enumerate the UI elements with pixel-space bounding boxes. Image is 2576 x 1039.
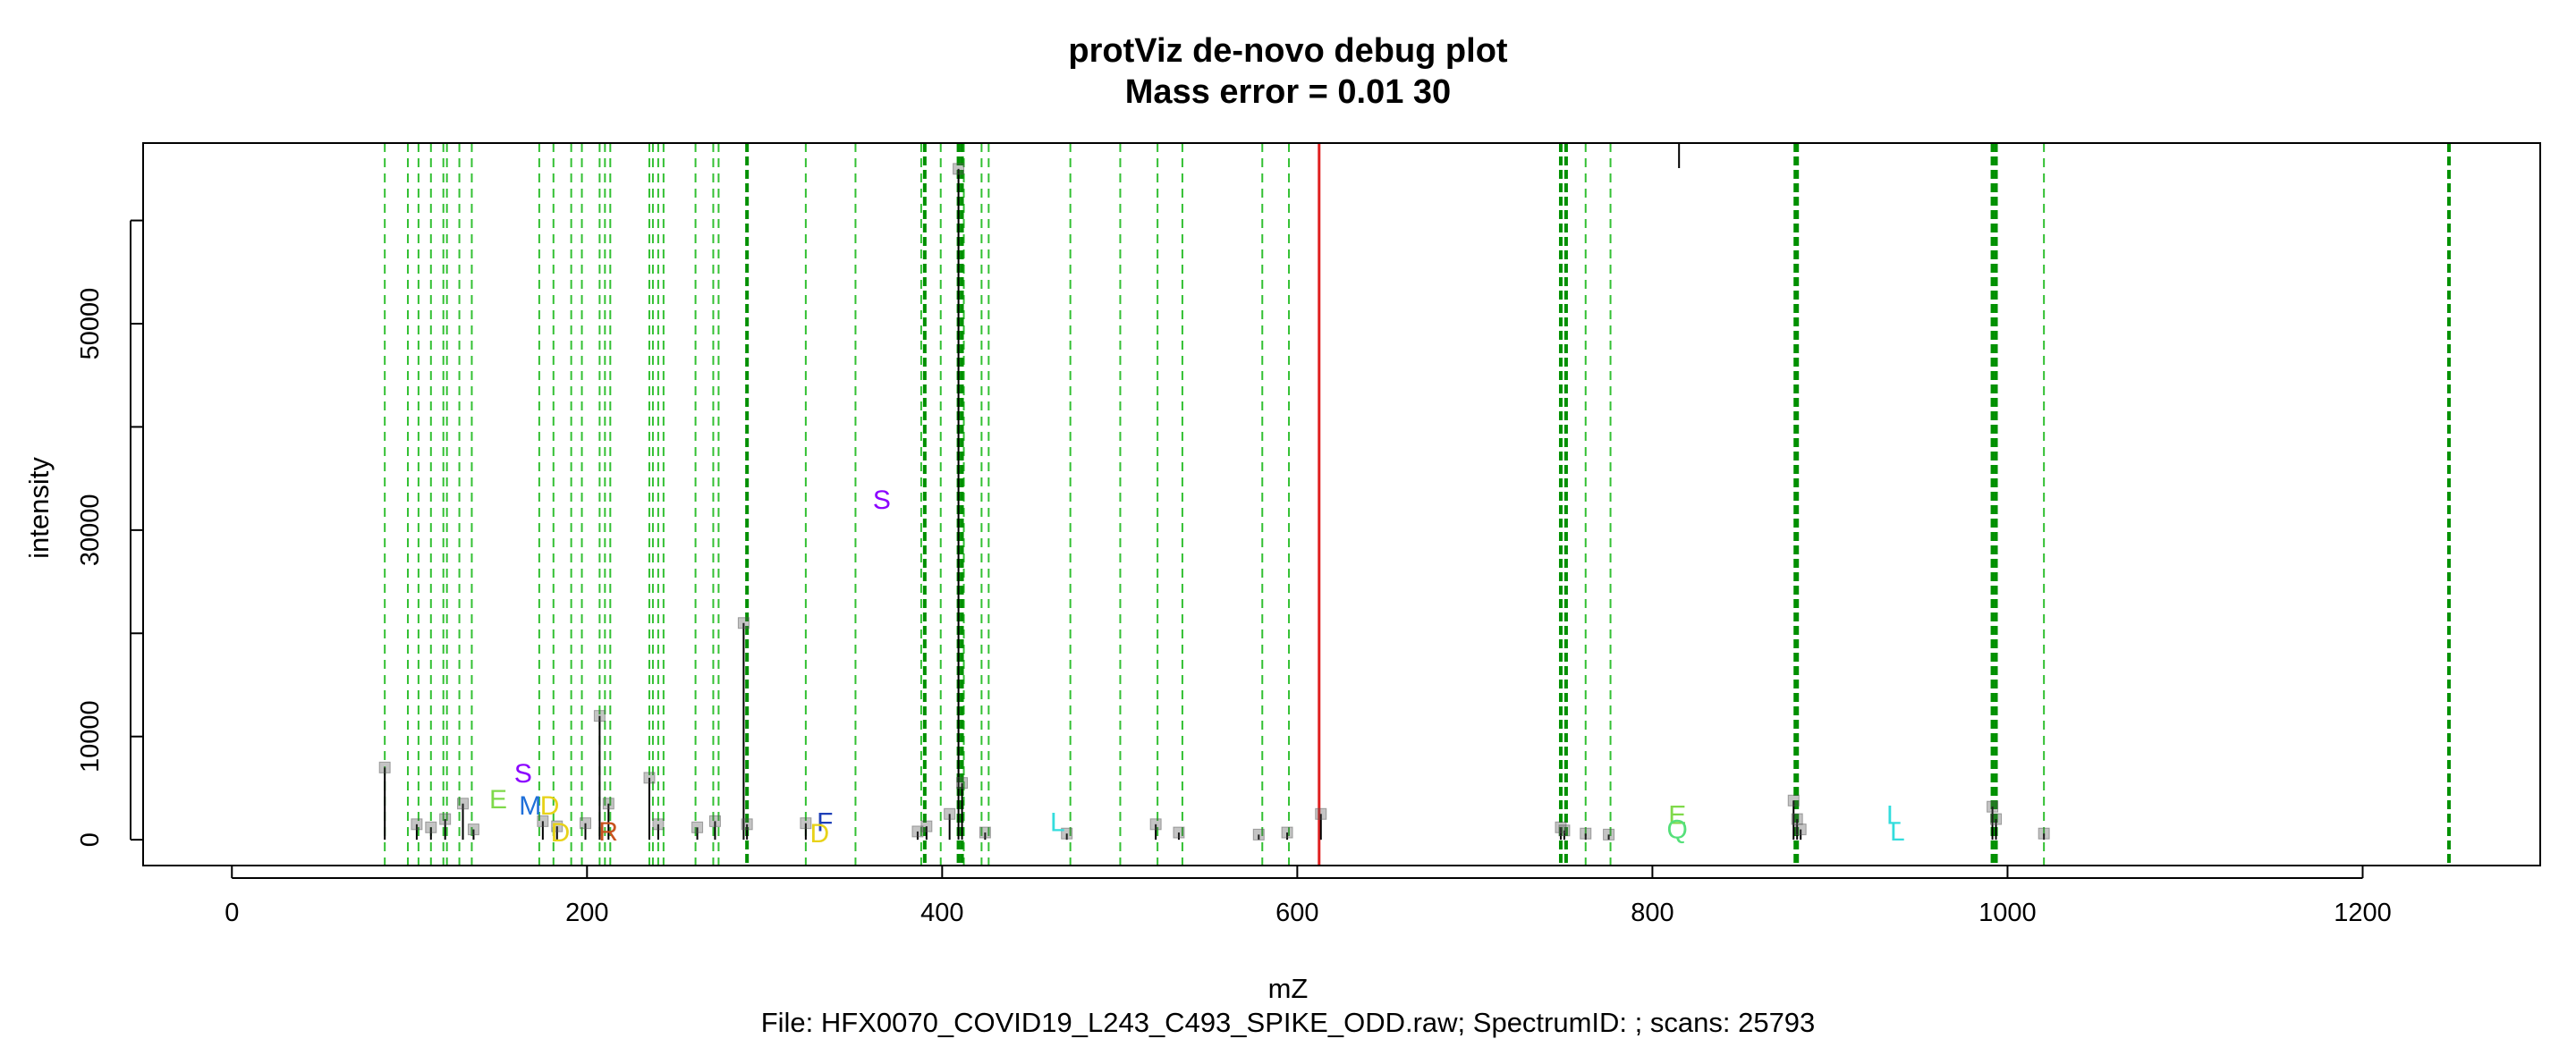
y-axis-label: intensity: [23, 457, 55, 559]
residue-label: L: [1050, 807, 1065, 837]
x-tick-label: 0: [225, 899, 239, 927]
peak-marker: [551, 820, 564, 832]
peak-marker: [1173, 826, 1185, 839]
peak-marker: [1794, 824, 1807, 836]
chart-subtitle: Mass error = 0.01 30: [1124, 73, 1452, 111]
peak-marker: [2038, 827, 2050, 840]
x-tick-label: 400: [920, 899, 963, 927]
residue-label: E: [1668, 800, 1686, 830]
peak-marker: [602, 798, 614, 810]
residue-label: D: [810, 819, 830, 849]
peak-marker: [1603, 828, 1615, 840]
residue-label: D: [540, 791, 560, 821]
residue-label: E: [489, 785, 507, 815]
peak-marker: [1787, 794, 1800, 807]
peak-marker: [411, 818, 423, 831]
y-tick-label: 10000: [76, 700, 105, 773]
peak-marker: [1281, 826, 1293, 839]
peak-marker: [1061, 827, 1073, 840]
peak-marker: [741, 818, 753, 831]
x-axis-label: mZ: [1267, 973, 1309, 1004]
residue-label: M: [519, 791, 541, 821]
peak-marker: [1315, 807, 1327, 820]
peak-marker: [652, 818, 665, 831]
peak-marker: [1987, 800, 1999, 813]
peak-marker: [1791, 813, 1803, 825]
peak-marker: [1252, 828, 1265, 840]
peak-marker: [1580, 827, 1592, 840]
peak-marker: [425, 821, 437, 833]
peak-marker: [691, 821, 704, 833]
peak-marker: [979, 826, 991, 839]
axes-group: 0 200 400 600 800 1000 1200 0 10000 30000 50000: [76, 219, 2392, 927]
peak-marker: [643, 772, 656, 784]
caption-text: File: HFX0070_COVID19_L243_C493_SPIKE_OD…: [760, 1007, 1816, 1038]
residue-label: S: [873, 486, 891, 515]
peak-marker: [378, 761, 391, 773]
peak-marker: [708, 815, 721, 827]
x-tick-label: 600: [1275, 899, 1318, 927]
peak-marker: [537, 815, 549, 827]
residue-label: L: [1886, 800, 1902, 830]
peak-marker: [956, 777, 969, 790]
peak-marker: [593, 710, 606, 722]
peak-marker: [467, 824, 479, 836]
peak-marker: [920, 820, 933, 832]
peak-marker-group: [378, 163, 2050, 840]
peak-marker: [953, 163, 965, 175]
y-tick-label: 0: [76, 832, 105, 847]
peak-marker: [737, 617, 750, 629]
dark-vline-group: [745, 143, 2451, 866]
x-tick-label: 800: [1631, 899, 1674, 927]
plot-frame: [142, 142, 2541, 866]
peak-marker: [1558, 824, 1571, 837]
residue-label: Q: [1667, 815, 1688, 844]
residue-label: R: [598, 817, 618, 847]
y-tick-label: 30000: [76, 494, 105, 567]
x-tick-label: 200: [565, 899, 608, 927]
residue-label: S: [514, 759, 532, 789]
peak-marker: [457, 798, 470, 810]
x-tick-label: 1000: [1979, 899, 2037, 927]
residue-label: L: [1890, 817, 1905, 847]
peak-marker: [944, 807, 956, 820]
y-tick-label: 50000: [76, 288, 105, 360]
residue-label-group: SSE MDD R FD L EQ LL: [489, 486, 1905, 849]
peak-marker: [439, 813, 452, 825]
peak-marker: [1990, 813, 2003, 825]
peak-marker: [1149, 818, 1162, 831]
chart-title: protViz de-novo debug plot: [1068, 32, 1508, 70]
peak-marker: [800, 817, 812, 830]
residue-label: D: [551, 818, 571, 848]
residue-label: F: [817, 807, 833, 837]
x-tick-label: 1200: [2334, 899, 2392, 927]
peak-marker: [580, 817, 592, 830]
